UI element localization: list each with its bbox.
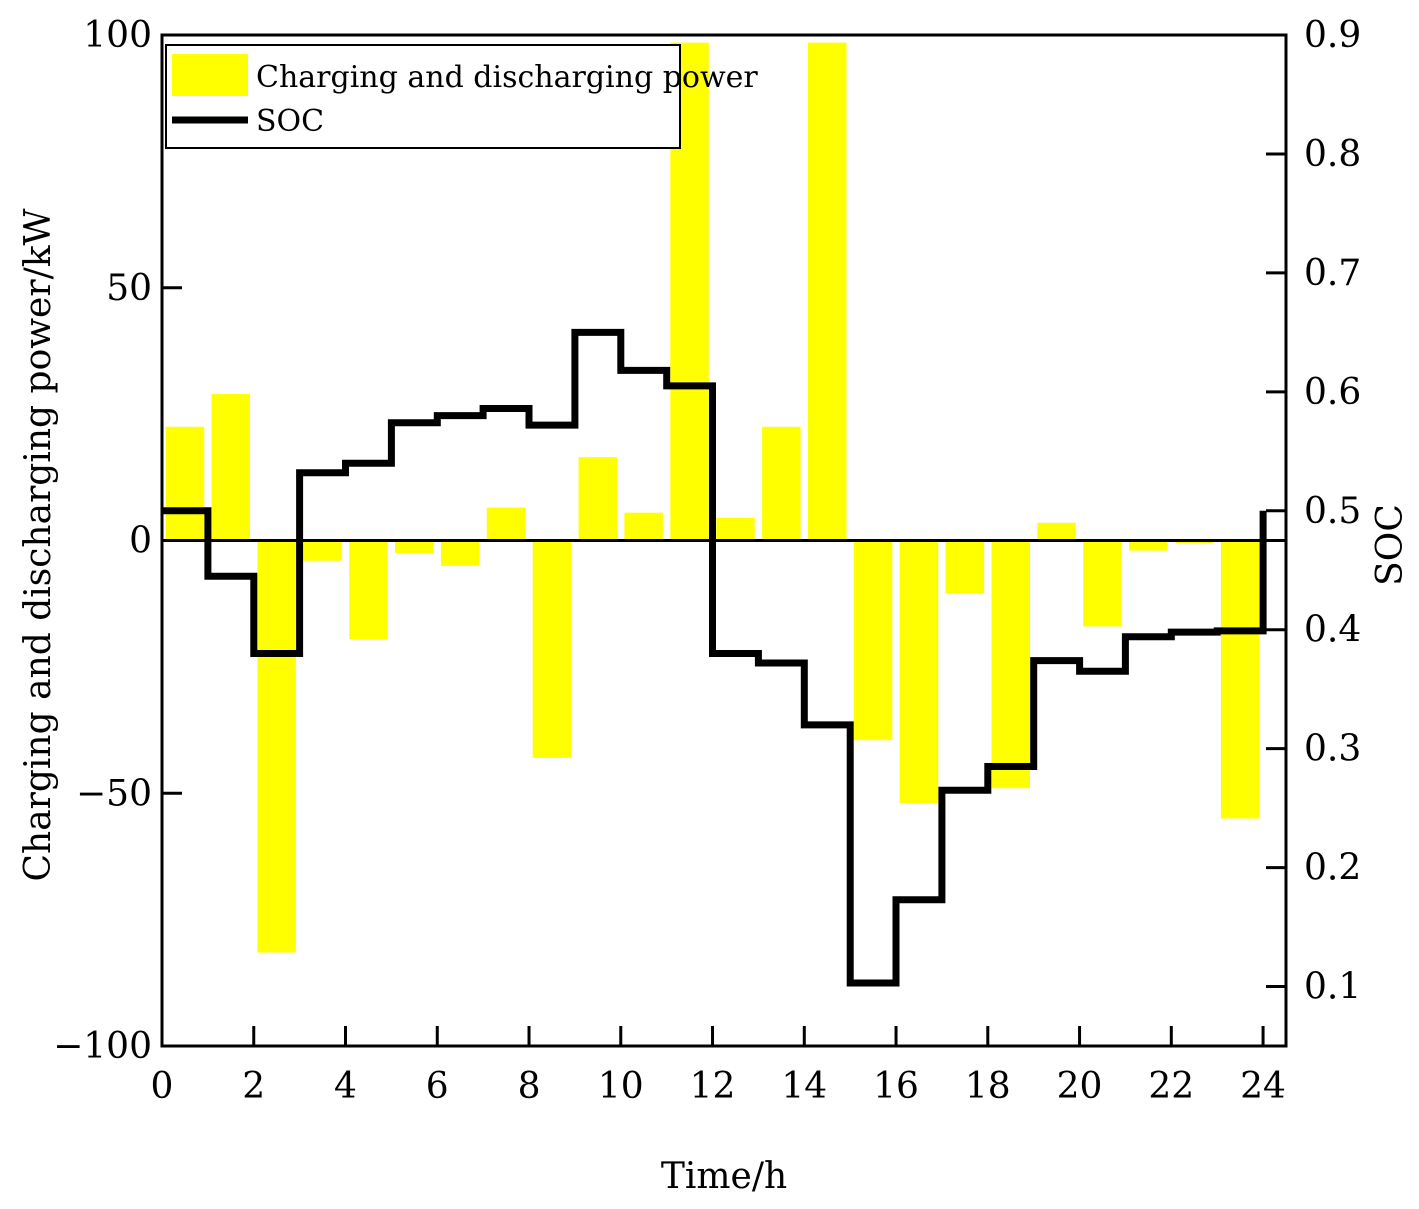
power-bar-13 bbox=[716, 517, 755, 541]
soc-line bbox=[162, 328, 1267, 987]
power-bar-17 bbox=[899, 540, 939, 804]
y-right-tick-label: 0.6 bbox=[1304, 372, 1361, 413]
x-tick-label-8: 8 bbox=[518, 1066, 541, 1107]
power-bar-9 bbox=[532, 540, 572, 758]
x-tick-label-24: 24 bbox=[1240, 1066, 1286, 1107]
x-tick-label-22: 22 bbox=[1148, 1066, 1194, 1107]
y-right-tick-label: 0.2 bbox=[1304, 848, 1361, 889]
y-right-tick-label: 0.7 bbox=[1304, 253, 1361, 294]
y-axis-right-title: SOC bbox=[1370, 504, 1411, 586]
power-bar-20 bbox=[1037, 522, 1076, 541]
power-bar-7 bbox=[440, 540, 480, 566]
y-axis-left: 100 50 0 −50 −100 bbox=[53, 15, 182, 1067]
legend-swatch-power bbox=[172, 54, 248, 96]
x-tick-label-20: 20 bbox=[1057, 1066, 1103, 1107]
x-tick-label-2: 2 bbox=[242, 1066, 265, 1107]
legend: Charging and discharging power SOC bbox=[165, 44, 758, 149]
y-right-tick-label: 0.9 bbox=[1304, 15, 1361, 56]
y-right-tick-label: 0.5 bbox=[1304, 491, 1361, 532]
power-bar-11 bbox=[624, 512, 663, 541]
legend-box bbox=[165, 44, 681, 149]
power-bar-24 bbox=[1220, 540, 1260, 819]
power-bar-1 bbox=[165, 426, 205, 541]
power-bar-21 bbox=[1083, 540, 1122, 627]
x-tick-label-16: 16 bbox=[873, 1066, 919, 1107]
power-bar-19 bbox=[991, 540, 1030, 789]
power-bar-4 bbox=[303, 540, 342, 561]
y-right-tick-label: 0.4 bbox=[1304, 610, 1361, 651]
power-bar-5 bbox=[349, 540, 388, 640]
x-axis: 0 2 4 6 8 10 12 14 16 18 20 22 24 bbox=[151, 1026, 1286, 1107]
legend-label-soc: SOC bbox=[256, 104, 324, 139]
x-tick-label-12: 12 bbox=[690, 1066, 736, 1107]
x-tick-label-6: 6 bbox=[426, 1066, 449, 1107]
power-bar-22 bbox=[1129, 540, 1168, 551]
power-bar-16 bbox=[853, 540, 893, 741]
power-bar-10 bbox=[578, 457, 618, 541]
y-left-tick-label: −50 bbox=[76, 773, 152, 814]
power-bar-14 bbox=[762, 426, 801, 541]
power-bars bbox=[165, 42, 1260, 953]
power-bar-3 bbox=[257, 540, 296, 953]
power-bar-18 bbox=[945, 540, 985, 594]
x-tick-label-18: 18 bbox=[965, 1066, 1011, 1107]
y-right-tick-label: 0.3 bbox=[1304, 729, 1361, 770]
y-axis-left-title: Charging and discharging power/kW bbox=[18, 208, 59, 881]
y-right-tick-label: 0.1 bbox=[1304, 967, 1361, 1008]
y-left-tick-label: 0 bbox=[129, 521, 152, 562]
power-bar-6 bbox=[395, 540, 434, 554]
x-axis-title: Time/h bbox=[661, 1156, 787, 1197]
x-tick-label-10: 10 bbox=[598, 1066, 644, 1107]
x-tick-label-14: 14 bbox=[781, 1066, 827, 1107]
y-left-tick-label: 50 bbox=[106, 268, 152, 309]
legend-label-power: Charging and discharging power bbox=[256, 60, 758, 95]
x-tick-label-0: 0 bbox=[151, 1066, 174, 1107]
y-right-tick-label: 0.8 bbox=[1304, 134, 1361, 175]
power-bar-8 bbox=[486, 507, 526, 541]
x-tick-label-4: 4 bbox=[334, 1066, 357, 1107]
y-left-tick-label: 100 bbox=[83, 15, 152, 56]
power-bar-15 bbox=[808, 42, 847, 541]
y-axis-right: 0.9 0.8 0.7 0.6 0.5 0.4 0.3 0.2 0.1 bbox=[1266, 15, 1361, 1008]
power-bar-2 bbox=[211, 393, 250, 541]
y-left-tick-label: −100 bbox=[53, 1026, 152, 1067]
